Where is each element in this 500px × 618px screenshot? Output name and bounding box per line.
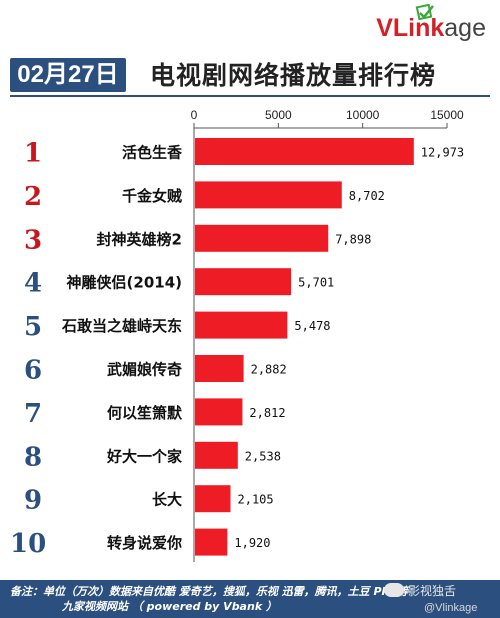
bar bbox=[195, 224, 329, 252]
rank-number: 4 bbox=[24, 269, 42, 299]
value-label: 12,973 bbox=[421, 146, 464, 160]
rank-number: 1 bbox=[24, 139, 42, 169]
rank-number: 3 bbox=[24, 225, 42, 255]
bar bbox=[195, 355, 244, 382]
bar bbox=[195, 441, 238, 469]
rank-number: 2 bbox=[24, 182, 42, 212]
rank-number: 8 bbox=[24, 442, 42, 472]
bar bbox=[195, 138, 414, 165]
value-label: 2,882 bbox=[251, 363, 287, 377]
category-label: 封神英雄榜2 bbox=[97, 230, 182, 248]
ranking-bar-chart: 0 5000 10000 15000 1 活色生香 12,973 2 千金女贼 8,702 3 封神英… bbox=[10, 108, 464, 562]
title-divider bbox=[10, 95, 490, 97]
page-title: 电视剧网络播放量排行榜 bbox=[150, 61, 437, 90]
category-label: 千金女贼 bbox=[122, 187, 182, 205]
category-label: 何以笙箫默 bbox=[107, 404, 183, 422]
rank-number: 10 bbox=[10, 529, 46, 559]
footer-sites: 九家视频网站 （ powered by Vbank ） bbox=[62, 600, 277, 613]
date-badge: 02月27日 bbox=[10, 58, 126, 92]
category-label: 好大一个家 bbox=[106, 447, 182, 465]
category-label: 神雕侠侣(2014) bbox=[67, 274, 182, 292]
category-label: 转身说爱你 bbox=[107, 534, 182, 552]
footer-bar: 备注：单位（万次）数据来自优酷 爱奇艺，搜狐，乐视 迅雷，腾讯，土豆 PPS等 … bbox=[0, 580, 500, 618]
bar bbox=[195, 311, 288, 339]
value-label: 2,105 bbox=[238, 493, 274, 507]
wechat-icon bbox=[384, 583, 404, 597]
category-label: 活色生香 bbox=[122, 144, 182, 162]
bar bbox=[195, 268, 292, 296]
footer-note: 备注：单位（万次）数据来自优酷 爱奇艺，搜狐，乐视 迅雷，腾讯，土豆 PPS等 bbox=[10, 585, 409, 598]
value-label: 5,701 bbox=[298, 276, 334, 290]
bar bbox=[195, 485, 231, 513]
x-tick-label: 0 bbox=[191, 108, 198, 122]
category-label: 石敢当之雄峙天东 bbox=[61, 317, 182, 335]
value-label: 5,478 bbox=[294, 319, 330, 333]
value-label: 1,920 bbox=[234, 536, 270, 550]
x-tick-label: 15000 bbox=[430, 108, 464, 122]
value-label: 7,898 bbox=[335, 232, 371, 246]
category-label: 武媚娘传奇 bbox=[107, 361, 182, 379]
bar bbox=[195, 528, 228, 556]
value-label: 2,812 bbox=[249, 406, 285, 420]
bar bbox=[195, 181, 342, 209]
rank-number: 6 bbox=[24, 356, 42, 386]
logo-text-primary: VLink bbox=[376, 14, 445, 42]
logo-check-icon bbox=[415, 4, 434, 21]
x-tick-label: 5000 bbox=[265, 108, 292, 122]
value-label: 8,702 bbox=[349, 189, 385, 203]
category-label: 长大 bbox=[152, 491, 182, 509]
vlinkage-logo: VLinkage bbox=[376, 14, 486, 43]
rank-number: 5 bbox=[24, 312, 42, 342]
watermark-account: 影视独舌 bbox=[408, 584, 457, 598]
logo-text-secondary: age bbox=[444, 14, 486, 42]
rank-number: 7 bbox=[24, 399, 42, 429]
x-tick-label: 10000 bbox=[346, 108, 380, 122]
rank-number: 9 bbox=[24, 486, 42, 516]
bar bbox=[195, 398, 243, 426]
value-label: 2,538 bbox=[245, 449, 281, 463]
watermark-handle: @Vlinkage bbox=[424, 602, 478, 614]
